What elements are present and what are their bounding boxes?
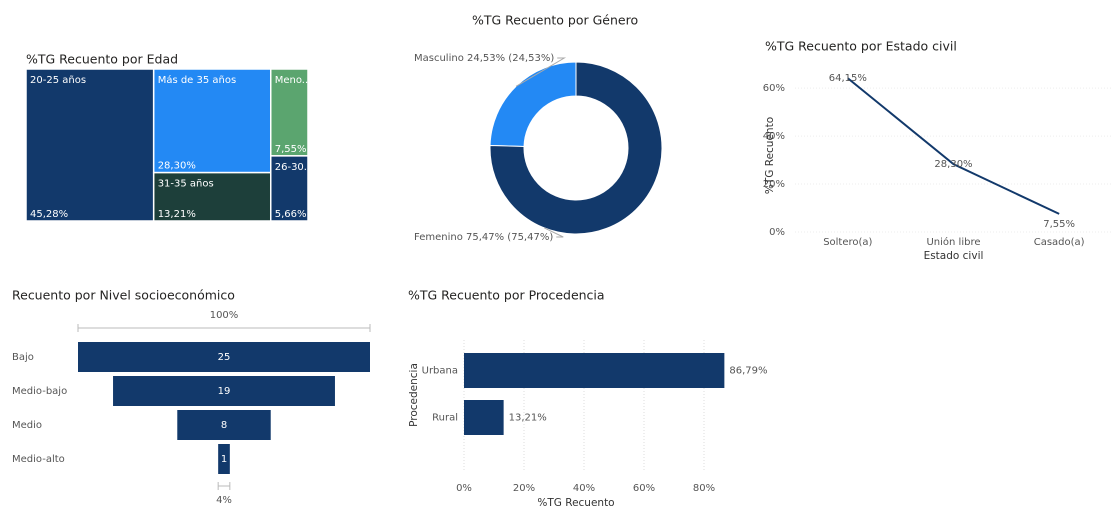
bracket — [77, 324, 371, 332]
x-tick-label: Soltero(a) — [823, 237, 872, 248]
funnel-bar — [78, 342, 370, 372]
funnel-annotation: 100% — [210, 310, 239, 321]
category-label: Bajo — [12, 352, 34, 363]
data-label: 7,55% — [1043, 219, 1075, 230]
donut-label: Masculino 24,53% (24,53%) — [414, 53, 554, 64]
x-tick-label: 20% — [513, 483, 535, 494]
value-label: 8 — [221, 420, 227, 431]
x-axis-title: %TG Recuento — [537, 497, 614, 508]
treemap-tile — [269, 155, 309, 222]
tile-value: 7,55% — [275, 144, 307, 155]
category-label: Medio — [12, 420, 42, 431]
chart-title: %TG Recuento por Estado civil — [765, 39, 957, 54]
x-tick-label: 80% — [693, 483, 715, 494]
treemap-tile — [152, 171, 272, 222]
bracket — [217, 482, 231, 490]
value-label: 1 — [221, 454, 227, 465]
treemap-tile — [152, 68, 272, 174]
category-label: Rural — [432, 413, 458, 424]
tile-label: 20-25 años — [30, 75, 86, 86]
value-label: 19 — [218, 386, 231, 397]
tile-label: 26-30... — [275, 162, 314, 173]
y-axis-title: %TG Recuento — [764, 117, 776, 194]
chart-title: Recuento por Nivel socioeconómico — [12, 288, 235, 303]
category-label: Urbana — [422, 366, 458, 377]
x-tick-label: 40% — [573, 483, 595, 494]
tile-value: 45,28% — [30, 209, 68, 220]
x-tick-label: 0% — [456, 483, 472, 494]
leader-line — [515, 57, 567, 87]
y-tick-label: 40% — [763, 131, 785, 142]
x-axis-title: Estado civil — [924, 250, 984, 262]
donut-label: Femenino 75,47% (75,47%) — [414, 232, 553, 243]
x-tick-label: Casado(a) — [1034, 237, 1085, 248]
y-tick-label: 20% — [763, 179, 785, 190]
donut-slice — [489, 61, 663, 235]
donut-slice — [489, 61, 577, 147]
line-series — [847, 77, 1060, 215]
value-label: 25 — [218, 352, 231, 363]
data-label: 64,15% — [829, 73, 867, 84]
category-label: Medio-alto — [12, 454, 65, 465]
y-axis-title: Procedencia — [408, 363, 420, 427]
data-label: 28,30% — [934, 159, 972, 170]
treemap-tile — [25, 68, 155, 222]
category-label: Medio-bajo — [12, 386, 67, 397]
data-label: 13,21% — [509, 413, 547, 424]
chart-title: %TG Recuento por Procedencia — [408, 288, 605, 303]
y-tick-label: 60% — [763, 83, 785, 94]
tile-label: Más de 35 años — [158, 74, 237, 86]
bar — [464, 400, 504, 435]
tile-value: 5,66% — [275, 209, 307, 220]
bar — [464, 353, 725, 388]
tile-label: 31-35 años — [158, 179, 214, 190]
funnel-bar — [218, 444, 230, 474]
tile-value: 28,30% — [158, 161, 196, 172]
tile-label: Meno... — [275, 75, 312, 86]
data-label: 86,79% — [729, 366, 767, 377]
y-tick-label: 0% — [769, 227, 785, 238]
chart-title: %TG Recuento por Género — [472, 13, 638, 28]
funnel-annotation: 4% — [216, 495, 232, 506]
x-tick-label: Unión libre — [926, 236, 980, 248]
funnel-bar — [177, 410, 271, 440]
funnel-bar — [113, 376, 335, 406]
tile-value: 13,21% — [158, 209, 196, 220]
leader-line — [544, 227, 564, 238]
x-tick-label: 60% — [633, 483, 655, 494]
chart-title: %TG Recuento por Edad — [26, 52, 178, 67]
